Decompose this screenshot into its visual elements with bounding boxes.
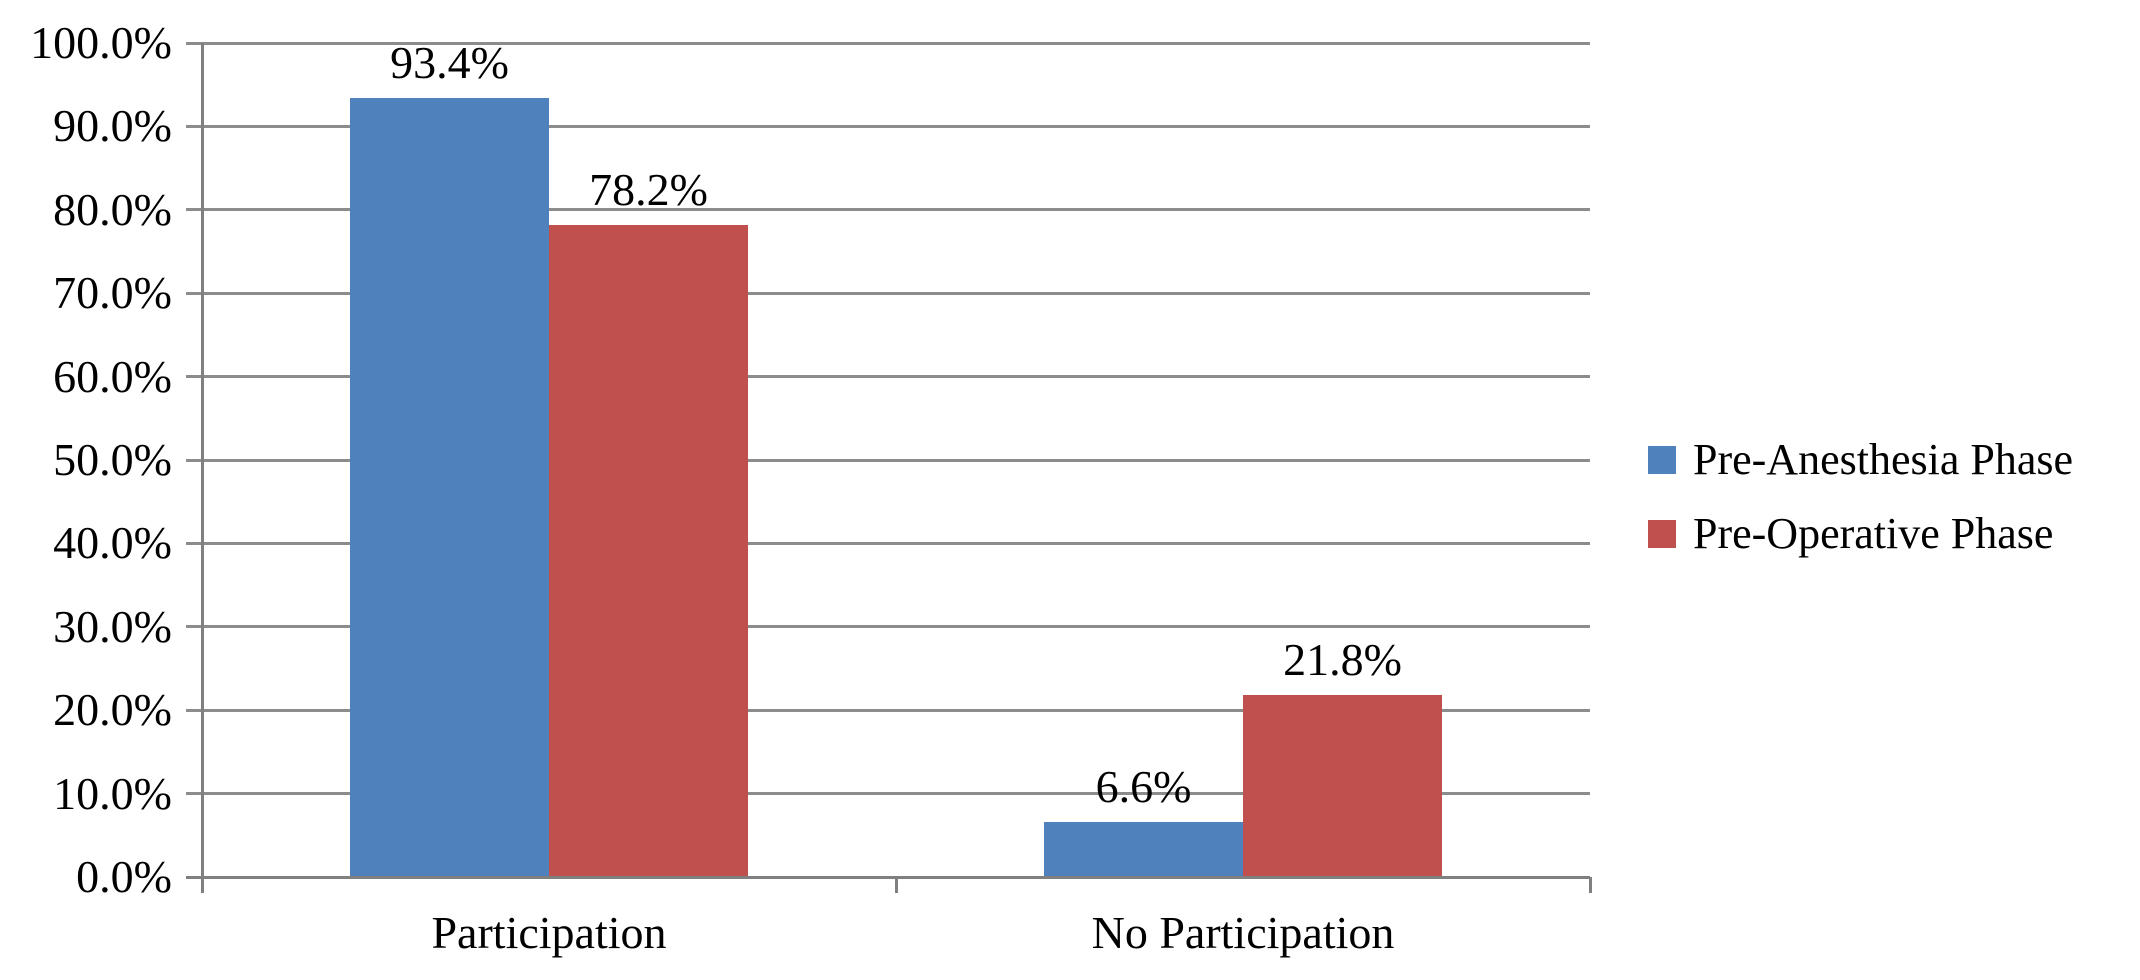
y-axis-tick-label: 30.0% xyxy=(53,600,172,652)
x-axis-tick xyxy=(894,877,898,893)
y-axis-tick-label: 0.0% xyxy=(76,851,172,902)
y-axis-tick-label: 20.0% xyxy=(53,684,172,736)
bar-value-label: 6.6% xyxy=(1095,760,1192,812)
bar-pre-anesthesia-phase-no-participation xyxy=(1044,821,1243,877)
legend-swatch-icon xyxy=(1648,446,1676,474)
gridline xyxy=(186,792,1590,796)
y-axis-tick-label: 10.0% xyxy=(53,767,172,819)
gridline xyxy=(186,375,1590,379)
y-axis-tick-label: 100.0% xyxy=(30,17,172,68)
y-axis-tick-label: 80.0% xyxy=(53,183,172,235)
legend: Pre-Anesthesia Phase Pre-Operative Phase xyxy=(1648,436,2073,584)
x-axis-category-label: Participation xyxy=(431,907,667,958)
y-axis-tick-label: 70.0% xyxy=(53,267,172,319)
x-axis-tick xyxy=(1588,877,1592,893)
y-axis-line xyxy=(200,43,204,893)
legend-item-pre-operative-phase: Pre-Operative Phase xyxy=(1648,510,2073,558)
y-axis-tick-label: 60.0% xyxy=(53,350,172,402)
legend-label: Pre-Operative Phase xyxy=(1693,509,2054,558)
gridline xyxy=(186,291,1590,295)
x-axis-category-label: No Participation xyxy=(1091,907,1395,958)
gridline xyxy=(186,458,1590,462)
legend-label: Pre-Anesthesia Phase xyxy=(1693,435,2074,484)
y-axis-tick-label: 50.0% xyxy=(53,434,172,485)
gridline xyxy=(186,541,1590,545)
gridline xyxy=(186,41,1590,45)
legend-swatch-icon xyxy=(1648,520,1676,548)
legend-item-pre-anesthesia-phase: Pre-Anesthesia Phase xyxy=(1648,436,2073,484)
gridline xyxy=(186,625,1590,629)
bar-pre-operative-phase-no-participation xyxy=(1243,695,1442,877)
bar-value-label: 93.4% xyxy=(390,37,509,89)
bar-value-label: 21.8% xyxy=(1283,634,1402,686)
y-axis-tick-label: 90.0% xyxy=(53,100,172,152)
bar-value-label: 78.2% xyxy=(589,163,708,215)
gridline xyxy=(186,124,1590,128)
bar-pre-anesthesia-phase-participation xyxy=(350,98,549,877)
y-axis-tick-label: 40.0% xyxy=(53,517,172,569)
gridline xyxy=(186,708,1590,712)
x-axis-line xyxy=(186,875,1590,879)
gridline xyxy=(186,208,1590,212)
bar-pre-operative-phase-participation xyxy=(549,224,748,877)
